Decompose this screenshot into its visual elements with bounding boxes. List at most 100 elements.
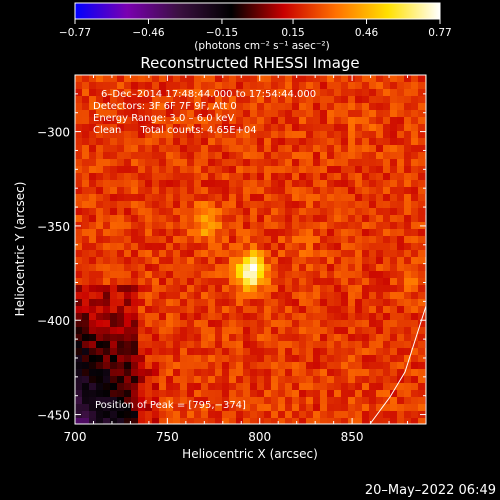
heatmap-cell <box>257 187 265 195</box>
heatmap-cell <box>180 299 188 307</box>
heatmap-cell <box>369 124 377 132</box>
heatmap-cell <box>166 334 174 342</box>
heatmap-cell <box>96 341 104 349</box>
heatmap-cell <box>75 103 83 111</box>
heatmap-cell <box>250 187 258 195</box>
heatmap-cell <box>362 138 370 146</box>
heatmap-cell <box>229 180 237 188</box>
heatmap-cell <box>355 320 363 328</box>
heatmap-cell <box>411 383 419 391</box>
heatmap-cell <box>320 334 328 342</box>
heatmap-cell <box>194 383 202 391</box>
heatmap-cell <box>362 390 370 398</box>
heatmap-cell <box>117 75 125 83</box>
heatmap-cell <box>89 376 97 384</box>
heatmap-cell <box>292 96 300 104</box>
heatmap-cell <box>173 229 181 237</box>
heatmap-cell <box>348 299 356 307</box>
heatmap-cell <box>222 285 230 293</box>
heatmap-cell <box>355 306 363 314</box>
heatmap-cell <box>96 313 104 321</box>
heatmap-cell <box>96 215 104 223</box>
heatmap-cell <box>348 411 356 419</box>
heatmap-cell <box>166 320 174 328</box>
heatmap-cell <box>271 285 279 293</box>
heatmap-cell <box>117 376 125 384</box>
heatmap-cell <box>159 250 167 258</box>
heatmap-cell <box>355 82 363 90</box>
heatmap-cell <box>152 103 160 111</box>
heatmap-cell <box>243 110 251 118</box>
heatmap-cell <box>376 376 384 384</box>
heatmap-cell <box>278 222 286 230</box>
heatmap-cell <box>229 369 237 377</box>
heatmap-cell <box>82 278 90 286</box>
heatmap-cell <box>383 404 391 412</box>
heatmap-cell <box>110 187 118 195</box>
heatmap-cell <box>201 110 209 118</box>
heatmap-cell <box>229 82 237 90</box>
heatmap-cell <box>411 96 419 104</box>
heatmap-cell <box>348 152 356 160</box>
heatmap-cell <box>82 194 90 202</box>
heatmap-cell <box>271 341 279 349</box>
heatmap-cell <box>187 257 195 265</box>
heatmap-cell <box>250 110 258 118</box>
heatmap-cell <box>313 250 321 258</box>
heatmap-cell <box>89 222 97 230</box>
heatmap-cell <box>89 110 97 118</box>
heatmap-cell <box>117 201 125 209</box>
heatmap-cell <box>320 341 328 349</box>
heatmap-cell <box>264 138 272 146</box>
heatmap-cell <box>320 313 328 321</box>
heatmap-cell <box>376 166 384 174</box>
heatmap-cell <box>194 131 202 139</box>
heatmap-cell <box>131 145 139 153</box>
heatmap-cell <box>250 285 258 293</box>
heatmap-cell <box>362 383 370 391</box>
heatmap-cell <box>180 376 188 384</box>
heatmap-cell <box>229 117 237 125</box>
heatmap-cell <box>131 201 139 209</box>
heatmap-cell <box>222 348 230 356</box>
heatmap-cell <box>145 75 153 83</box>
heatmap-cell <box>355 124 363 132</box>
heatmap-cell <box>229 215 237 223</box>
heatmap-cell <box>180 208 188 216</box>
heatmap-cell <box>418 117 426 125</box>
heatmap-cell <box>348 117 356 125</box>
heatmap-cell <box>404 278 412 286</box>
heatmap-cell <box>236 299 244 307</box>
heatmap-cell <box>236 362 244 370</box>
heatmap-cell <box>306 138 314 146</box>
heatmap-cell <box>334 138 342 146</box>
heatmap-cell <box>376 173 384 181</box>
heatmap-cell <box>264 397 272 405</box>
heatmap-cell <box>306 131 314 139</box>
heatmap-cell <box>180 320 188 328</box>
heatmap-cell <box>159 96 167 104</box>
heatmap-cell <box>341 327 349 335</box>
chart-title: Reconstructed RHESSI Image <box>140 54 359 72</box>
heatmap-cell <box>222 222 230 230</box>
heatmap-cell <box>320 243 328 251</box>
heatmap-cell <box>152 334 160 342</box>
heatmap-cell <box>110 257 118 265</box>
heatmap-cell <box>103 334 111 342</box>
heatmap-cell <box>208 131 216 139</box>
heatmap-cell <box>138 222 146 230</box>
heatmap-cell <box>194 89 202 97</box>
heatmap-cell <box>278 313 286 321</box>
heatmap-cell <box>404 397 412 405</box>
heatmap-cell <box>341 250 349 258</box>
heatmap-cell <box>292 194 300 202</box>
heatmap-cell <box>236 341 244 349</box>
heatmap-cell <box>75 89 83 97</box>
heatmap-cell <box>362 145 370 153</box>
heatmap-cell <box>285 362 293 370</box>
heatmap-cell <box>404 124 412 132</box>
heatmap-cell <box>173 194 181 202</box>
heatmap-cell <box>348 96 356 104</box>
plot-frame <box>74 74 427 425</box>
heatmap-cell <box>299 271 307 279</box>
